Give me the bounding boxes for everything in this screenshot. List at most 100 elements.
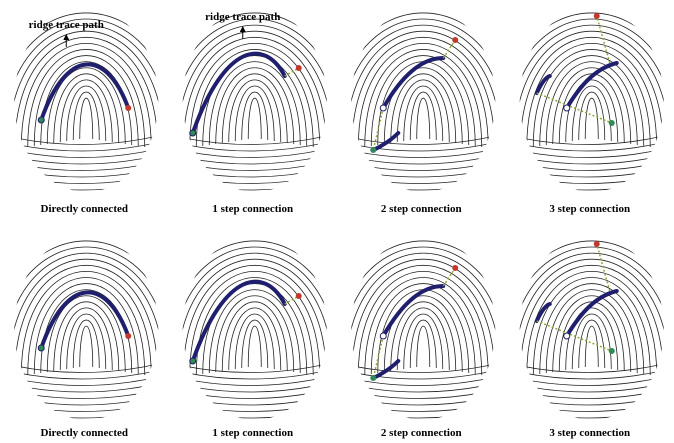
- caption: Directly connected: [41, 203, 128, 215]
- ridge: [343, 180, 503, 191]
- ridge: [501, 247, 674, 380]
- fingerprint: [442, 0, 674, 203]
- ridge: [326, 13, 521, 153]
- ridge: [6, 388, 166, 399]
- ridge: [343, 369, 503, 380]
- ridge: [343, 167, 503, 178]
- ridge: [177, 259, 333, 378]
- ridge: [343, 147, 503, 158]
- ridge: [442, 0, 674, 161]
- end-point: [125, 105, 131, 111]
- ridge: [151, 235, 359, 382]
- trace-path: [193, 54, 285, 133]
- ridge: [112, 198, 398, 388]
- ridge: [319, 7, 527, 154]
- ridge: [175, 382, 335, 393]
- ridge: [242, 320, 268, 368]
- green-point: [370, 147, 376, 153]
- ridge: [343, 408, 503, 419]
- ridge: [345, 31, 501, 150]
- ridge: [6, 160, 166, 171]
- ridge: [343, 173, 503, 184]
- ridge: [248, 98, 261, 139]
- ridge: [512, 408, 672, 419]
- ridge: [67, 86, 106, 141]
- ridge: [6, 401, 166, 412]
- ridge: [175, 167, 335, 178]
- ridge: [512, 173, 672, 184]
- ridge: [248, 326, 261, 367]
- fingerprint: [442, 192, 674, 431]
- end-point: [452, 265, 458, 271]
- ridge: [501, 19, 674, 152]
- start-point: [564, 105, 570, 111]
- ridge: [216, 296, 294, 372]
- ridge: [144, 229, 365, 383]
- trace-path: [193, 282, 285, 361]
- ridge: [8, 259, 164, 378]
- end-point: [594, 241, 600, 247]
- ridge: [343, 375, 503, 386]
- ridge: [105, 0, 404, 161]
- end-point: [296, 65, 302, 71]
- ridge: [175, 414, 335, 425]
- end-point: [452, 37, 458, 43]
- caption: 3 step connection: [549, 427, 630, 439]
- ridge: [404, 86, 443, 141]
- ridge: [512, 388, 672, 399]
- ridge: [229, 80, 281, 142]
- ridge: [481, 229, 674, 383]
- trace-path: [567, 63, 617, 108]
- ridge: [216, 68, 294, 144]
- ridge: [175, 408, 335, 419]
- ridge: [175, 154, 335, 165]
- ridge: [2, 253, 171, 379]
- ridge: [175, 134, 335, 145]
- ridge: [175, 193, 335, 204]
- ridge: [235, 86, 274, 141]
- ridge: [175, 401, 335, 412]
- ridge: [6, 167, 166, 178]
- ridge: [579, 92, 605, 140]
- fingerprint: [105, 192, 404, 431]
- ridge: [6, 154, 166, 165]
- ridge: [512, 154, 672, 165]
- ridge: [512, 369, 672, 380]
- ridge: [512, 193, 672, 204]
- ridge: [144, 1, 365, 155]
- caption: 1 step connection: [212, 203, 293, 215]
- ridge: [512, 134, 672, 145]
- ridge: [326, 241, 521, 381]
- ridge: [512, 414, 672, 425]
- ridge: [151, 7, 359, 154]
- ridge: [80, 98, 93, 139]
- ridge: [339, 253, 508, 379]
- start-point: [190, 358, 196, 364]
- end-point: [594, 13, 600, 19]
- ridge: [343, 160, 503, 171]
- trace-path: [567, 291, 617, 336]
- ridge: [175, 375, 335, 386]
- ridge: [175, 160, 335, 171]
- ridge: [339, 25, 508, 151]
- ridge: [67, 314, 106, 369]
- ridge: [345, 259, 501, 378]
- ridge: [175, 362, 335, 373]
- ridge: [6, 141, 166, 152]
- ridge: [404, 314, 443, 369]
- ridge: [343, 134, 503, 145]
- ridge: [410, 92, 436, 140]
- ridge: [0, 192, 236, 389]
- start-point: [38, 117, 44, 123]
- ridge: [6, 180, 166, 191]
- ridge: [512, 375, 672, 386]
- ridge: [512, 186, 672, 197]
- ridge: [6, 186, 166, 197]
- ridge: [512, 382, 672, 393]
- start-point: [38, 345, 44, 351]
- ridge: [0, 241, 184, 381]
- ridge: [105, 192, 404, 389]
- ridge: [6, 173, 166, 184]
- green-point: [609, 348, 615, 354]
- ridge: [343, 186, 503, 197]
